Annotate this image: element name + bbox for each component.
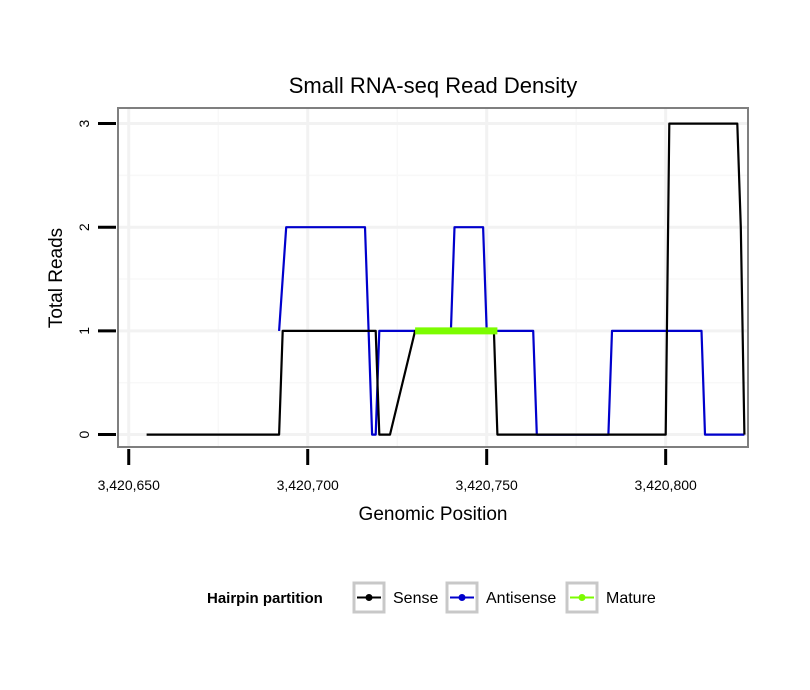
legend-item-antisense: Antisense [445,581,556,614]
legend-item-sense: Sense [352,581,438,614]
legend-key-point [365,594,373,601]
panel-background [118,108,748,447]
legend-label: Sense [393,590,438,607]
legend-label: Antisense [486,590,556,607]
x-tick-label: 3,420,800 [635,477,697,493]
legend-key-point [578,594,586,601]
series-layer [146,122,746,436]
y-tick-label: 3 [76,119,92,127]
y-tick-label: 0 [76,430,92,438]
x-axis: 3,420,650 3,420,700 3,420,750 3,420,800 [98,449,697,493]
x-axis-label: Genomic Position [359,504,508,525]
chart-title: Small RNA-seq Read Density [289,73,578,98]
legend-label: Mature [606,590,656,607]
legend-key-point [458,594,466,601]
x-tick-label: 3,420,750 [456,477,518,493]
y-tick-label: 2 [76,223,92,231]
panel-border [117,107,749,448]
series-line-antisense [278,226,745,436]
legend-title: Hairpin partition [207,590,323,607]
y-axis: 0 1 2 3 [76,119,116,438]
x-tick-label: 3,420,650 [98,477,160,493]
legend-item-mature: Mature [565,581,656,614]
y-tick-label: 1 [76,327,92,335]
x-tick-label: 3,420,700 [277,477,339,493]
y-axis-label: Total Reads [46,228,67,328]
legend: Hairpin partition Sense Antisense Mature [207,581,656,614]
